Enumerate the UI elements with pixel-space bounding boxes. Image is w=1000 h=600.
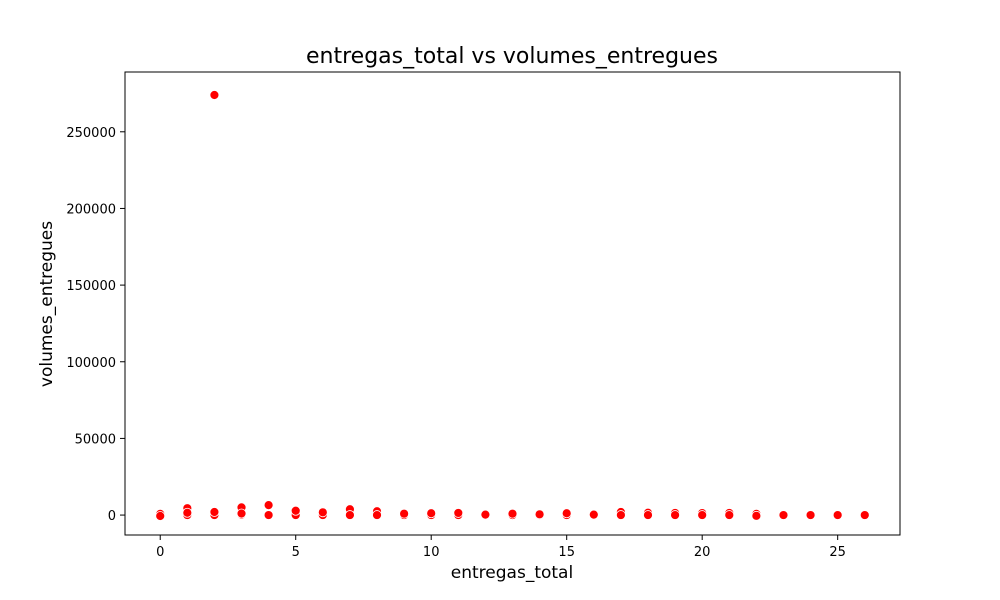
scatter-point — [345, 510, 355, 520]
scatter-point — [263, 500, 274, 511]
scatter-point — [697, 510, 708, 520]
scatter-point — [263, 510, 274, 520]
scatter-point — [399, 508, 410, 519]
scatter-point — [643, 510, 653, 520]
y-tick-label: 50000 — [75, 432, 116, 447]
scatter-point — [778, 510, 789, 520]
y-tick-label: 200000 — [66, 202, 116, 217]
scatter-point — [480, 509, 491, 520]
scatter-point — [236, 508, 247, 519]
plot-area-frame — [124, 71, 901, 536]
scatter-point — [182, 507, 193, 518]
x-tick-label: 10 — [423, 545, 440, 560]
y-tick-label: 100000 — [66, 356, 116, 371]
scatter-point — [588, 509, 599, 520]
y-axis-label: volumes_entregues — [37, 221, 57, 387]
chart-title: entregas_total vs volumes_entregues — [306, 44, 718, 69]
scatter-point — [290, 505, 301, 516]
x-tick-label: 15 — [558, 545, 575, 560]
scatter-point — [724, 510, 735, 520]
x-tick-label: 5 — [292, 545, 300, 560]
scatter-point — [209, 90, 220, 100]
x-tick-label: 0 — [156, 545, 164, 560]
scatter-point — [561, 508, 572, 519]
scatter-point — [859, 510, 870, 520]
scatter-point — [670, 510, 680, 520]
y-axis: 0 50000 100000 150000 200000 250000 — [66, 126, 125, 524]
scatter-point — [751, 510, 762, 521]
x-tick-label: 20 — [694, 545, 711, 560]
y-tick-label: 250000 — [66, 126, 116, 141]
scatter-point — [832, 510, 843, 520]
scatter-point — [372, 510, 382, 520]
x-tick-label: 25 — [829, 545, 846, 560]
y-tick-label: 150000 — [66, 279, 116, 294]
scatter-point — [426, 508, 437, 519]
scatter-point — [209, 507, 220, 517]
scatter-point — [534, 509, 545, 520]
x-axis: 0 5 10 15 20 25 — [156, 535, 846, 560]
scatter-point — [317, 507, 328, 518]
scatter-point — [805, 510, 816, 520]
scatter-point — [615, 510, 626, 520]
data-points — [155, 90, 870, 521]
scatter-point — [507, 508, 518, 519]
scatter-point — [155, 511, 166, 521]
y-tick-label: 0 — [108, 509, 116, 524]
x-axis-label: entregas_total — [451, 563, 573, 583]
scatter-point — [453, 508, 464, 518]
